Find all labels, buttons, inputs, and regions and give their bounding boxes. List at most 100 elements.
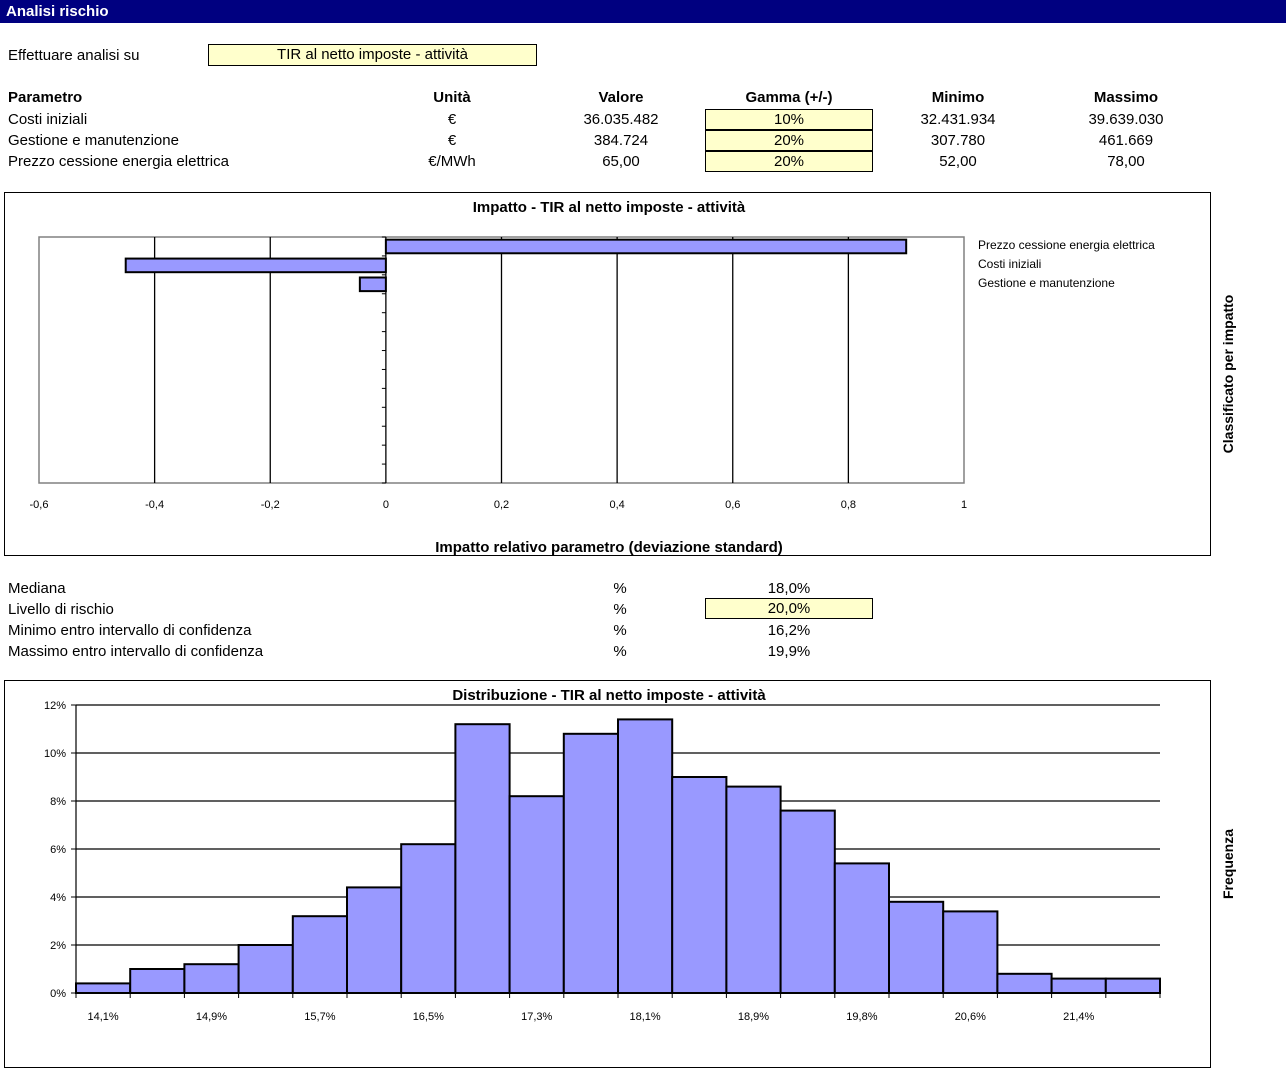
distribution-chart-title: Distribuzione - TIR al netto imposte - a…: [452, 687, 766, 704]
impact-tick-label: -0,2: [261, 499, 280, 511]
dist-bar: [75, 982, 132, 994]
impact-chart-svg: Impatto - TIR al netto imposte - attivit…: [30, 199, 1156, 556]
dist-bar: [617, 718, 674, 995]
dist-y-tick-label: 0%: [50, 988, 66, 1000]
dist-bar: [671, 776, 728, 994]
param-name: Costi iniziali: [8, 111, 88, 128]
dist-x-tick-label: 14,1%: [87, 1011, 118, 1023]
stat-unit: %: [613, 580, 627, 597]
impact-tick-label: 0,2: [494, 499, 509, 511]
param-value: 65,00: [602, 153, 640, 170]
dist-bar: [346, 886, 403, 994]
risk-level-input[interactable]: 20,0%: [705, 598, 873, 619]
header-value: Valore: [598, 89, 644, 106]
dist-bar: [996, 972, 1053, 994]
header-min: Minimo: [931, 89, 985, 106]
param-max: 39.639.030: [1088, 111, 1164, 128]
distribution-chart: Distribuzione - TIR al netto imposte - a…: [4, 680, 1211, 1068]
dist-x-tick-label: 18,9%: [738, 1011, 769, 1023]
dist-bar: [183, 963, 240, 995]
dist-bar: [237, 944, 294, 994]
header-param: Parametro: [8, 89, 83, 106]
dist-bar: [400, 843, 457, 994]
dist-bar: [454, 723, 511, 994]
param-value: 384.724: [593, 132, 649, 149]
stat-label: Livello di rischio: [8, 601, 114, 618]
dist-bar: [888, 900, 945, 994]
param-range-input[interactable]: 20%: [705, 151, 873, 172]
dist-x-tick-label: 14,9%: [196, 1011, 227, 1023]
param-min: 52,00: [939, 153, 977, 170]
impact-legend-entry: Prezzo cessione energia elettrica: [978, 238, 1155, 252]
impact-tick-label: -0,4: [145, 499, 164, 511]
impact-tick-label: 0: [383, 499, 389, 511]
param-unit: €: [447, 111, 457, 128]
distribution-chart-svg: Distribuzione - TIR al netto imposte - a…: [44, 687, 1162, 1023]
param-max: 78,00: [1107, 153, 1145, 170]
dist-y-tick-label: 12%: [44, 700, 66, 712]
impact-side-label: Classificato per impatto: [1220, 295, 1236, 454]
dist-bar: [1104, 977, 1162, 995]
param-min: 307.780: [930, 132, 986, 149]
dist-bar: [1050, 977, 1107, 995]
stat-label: Massimo entro intervallo di confidenza: [8, 643, 264, 660]
impact-side-label-holder: Classificato per impatto: [1212, 192, 1242, 556]
analysis-label: Effettuare analisi su: [8, 47, 140, 64]
dist-bar: [291, 915, 348, 994]
dist-x-tick-label: 17,3%: [521, 1011, 552, 1023]
stat-value: 18,0%: [767, 580, 811, 597]
param-name: Prezzo cessione energia elettrica: [8, 153, 229, 170]
dist-x-tick-label: 18,1%: [629, 1011, 660, 1023]
stat-unit: %: [613, 622, 627, 639]
dist-y-tick-label: 10%: [44, 748, 66, 760]
stat-label: Minimo entro intervallo di confidenza: [8, 622, 252, 639]
impact-legend-entry: Gestione e manutenzione: [978, 276, 1115, 290]
dist-bar: [779, 809, 836, 994]
param-max: 461.669: [1098, 132, 1154, 149]
impact-tick-label: 0,4: [609, 499, 624, 511]
param-unit: €/MWh: [428, 153, 476, 170]
impact-bar: [124, 257, 387, 274]
stat-value: 16,2%: [767, 622, 811, 639]
param-name: Gestione e manutenzione: [8, 132, 179, 149]
header-max: Massimo: [1093, 89, 1159, 106]
dist-x-tick-label: 19,8%: [846, 1011, 877, 1023]
dist-x-tick-label: 16,5%: [413, 1011, 444, 1023]
dist-y-tick-label: 2%: [50, 940, 66, 952]
dist-y-tick-label: 6%: [50, 844, 66, 856]
param-range-input[interactable]: 10%: [705, 109, 873, 130]
impact-chart-xlabel: Impatto relativo parametro (deviazione s…: [435, 539, 783, 556]
param-min: 32.431.934: [920, 111, 996, 128]
impact-legend-entry: Costi iniziali: [978, 257, 1041, 271]
impact-tick-label: -0,6: [30, 499, 49, 511]
param-value: 36.035.482: [583, 111, 659, 128]
dist-bar: [562, 732, 619, 995]
impact-bar: [358, 276, 387, 293]
dist-bar: [942, 910, 999, 994]
header-range: Gamma (+/-): [745, 89, 833, 106]
dist-bar: [508, 795, 565, 994]
impact-chart: Impatto - TIR al netto imposte - attivit…: [4, 192, 1211, 556]
impact-chart-title: Impatto - TIR al netto imposte - attivit…: [473, 199, 746, 216]
stat-unit: %: [613, 643, 627, 660]
dist-x-tick-label: 15,7%: [304, 1011, 335, 1023]
param-unit: €: [447, 132, 457, 149]
window-title: Analisi rischio: [0, 0, 1286, 23]
dist-bar: [129, 968, 186, 994]
dist-bar: [725, 785, 782, 994]
impact-tick-label: 1: [961, 499, 967, 511]
dist-y-tick-label: 4%: [50, 892, 66, 904]
impact-tick-label: 0,6: [725, 499, 740, 511]
header-unit: Unità: [433, 89, 471, 106]
param-range-input[interactable]: 20%: [705, 130, 873, 151]
stat-value: 19,9%: [767, 643, 811, 660]
impact-tick-label: 0,8: [841, 499, 856, 511]
dist-x-tick-label: 20,6%: [955, 1011, 986, 1023]
analysis-select[interactable]: TIR al netto imposte - attività: [208, 44, 537, 66]
dist-bar: [833, 862, 890, 994]
stat-unit: %: [613, 601, 627, 618]
distribution-side-label: Frequenza: [1220, 829, 1236, 899]
impact-bar: [384, 238, 908, 255]
dist-side-label-holder: Frequenza: [1212, 680, 1242, 1068]
dist-y-tick-label: 8%: [50, 796, 66, 808]
